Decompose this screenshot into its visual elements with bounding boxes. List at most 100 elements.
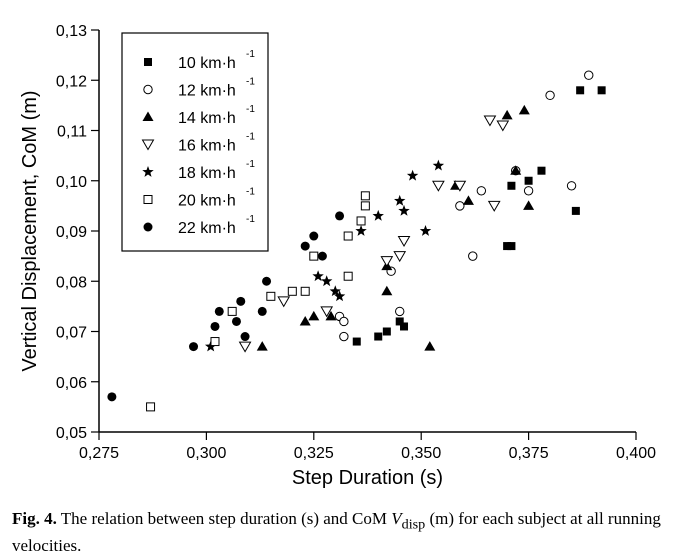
x-tick-label: 0,350	[401, 445, 441, 462]
data-point	[566, 181, 577, 191]
data-point	[312, 270, 324, 282]
y-tick-label: 0,05	[56, 425, 87, 442]
data-point	[424, 341, 436, 351]
data-point	[325, 310, 337, 321]
data-point	[333, 290, 346, 302]
data-point	[462, 195, 474, 205]
data-point	[320, 306, 334, 318]
data-point	[501, 109, 513, 120]
data-point	[406, 169, 419, 181]
y-axis-label: Vertical Displacement, CoM (m)	[19, 90, 41, 371]
data-point	[507, 242, 516, 251]
data-point	[308, 310, 320, 321]
data-point	[266, 291, 276, 301]
data-point	[352, 337, 361, 346]
data-point	[309, 231, 319, 241]
data-point	[146, 402, 156, 412]
x-tick-label: 0,325	[294, 445, 334, 462]
legend-label-exponent: -1	[246, 159, 255, 170]
data-point	[287, 286, 297, 296]
legend-label: 20 km·h	[178, 193, 236, 210]
legend-marker	[143, 195, 153, 204]
data-point	[576, 86, 585, 95]
data-point	[231, 316, 241, 326]
x-tick-label: 0,375	[509, 445, 549, 462]
data-point	[395, 306, 405, 317]
data-point	[483, 115, 497, 127]
data-point	[487, 200, 501, 212]
y-tick-label: 0,06	[56, 375, 87, 392]
x-tick-label: 0,300	[186, 445, 226, 462]
data-point	[355, 225, 367, 236]
data-point	[317, 251, 327, 261]
data-point	[299, 315, 311, 326]
legend-label-exponent: -1	[246, 49, 255, 60]
data-point	[343, 271, 353, 281]
data-point	[455, 201, 465, 211]
data-point	[339, 331, 349, 342]
legend-label-exponent: -1	[246, 77, 255, 88]
data-point	[238, 341, 252, 353]
data-point	[309, 251, 319, 261]
data-point	[524, 176, 533, 185]
data-point	[476, 186, 487, 196]
x-axis-label: Step Duration (s)	[292, 467, 443, 489]
data-point	[189, 342, 199, 352]
data-points	[107, 70, 606, 412]
legend-label: 14 km·h	[178, 110, 236, 127]
legend-label-exponent: -1	[246, 132, 255, 143]
y-tick-label: 0,07	[56, 325, 87, 342]
series-7	[107, 211, 345, 402]
legend-marker	[141, 139, 155, 151]
data-point	[395, 317, 404, 326]
caption-variable: V	[391, 509, 402, 528]
data-point	[262, 276, 272, 286]
data-point	[107, 392, 117, 402]
data-point	[210, 321, 220, 331]
series-5	[204, 159, 445, 352]
series-2	[334, 70, 594, 342]
data-point	[382, 327, 391, 336]
y-tick-label: 0,12	[56, 73, 87, 90]
x-tick-label: 0,400	[616, 445, 656, 462]
legend: 10 km·h -1 12 km·h -1 14 km·h -1 16 km·h -1 18 k…	[121, 32, 269, 252]
data-point	[518, 104, 530, 115]
data-point	[503, 242, 512, 251]
data-point	[584, 70, 594, 80]
data-point	[419, 225, 432, 236]
data-point	[227, 306, 237, 316]
data-point	[380, 256, 394, 268]
data-point	[300, 286, 310, 296]
data-point	[432, 159, 445, 171]
figure-caption: Fig. 4. The relation between step durati…	[12, 508, 684, 557]
legend-label: 10 km·h	[178, 55, 236, 72]
data-point	[398, 204, 410, 216]
data-point	[597, 86, 606, 95]
legend-label-exponent: -1	[246, 187, 255, 198]
y-tick-label: 0,11	[57, 124, 87, 141]
data-point	[496, 120, 510, 132]
caption-text-end: (m) for each subject at all running velo…	[12, 509, 661, 556]
legend-label: 18 km·h	[178, 165, 236, 182]
data-point	[523, 200, 535, 210]
data-point	[343, 231, 353, 241]
data-point	[545, 90, 555, 101]
data-point	[393, 251, 407, 263]
legend-marker	[144, 58, 152, 66]
data-point	[381, 285, 393, 296]
data-point	[320, 275, 333, 287]
data-point	[432, 180, 445, 192]
data-point	[394, 194, 406, 206]
data-point	[356, 216, 366, 226]
data-point	[397, 236, 411, 248]
series-6	[146, 191, 370, 412]
axes: 0,05 0,06 0,07 0,08 0,09 0,10 0,11 0,12 0,13 0,27…	[56, 23, 656, 462]
data-point	[360, 201, 370, 211]
caption-variable-subscript: disp	[401, 516, 426, 533]
data-point	[277, 296, 291, 308]
data-point	[372, 209, 384, 221]
legend-marker	[142, 166, 154, 177]
legend-label-exponent: -1	[246, 104, 255, 115]
y-tick-label: 0,13	[56, 23, 87, 40]
data-point	[300, 241, 310, 251]
